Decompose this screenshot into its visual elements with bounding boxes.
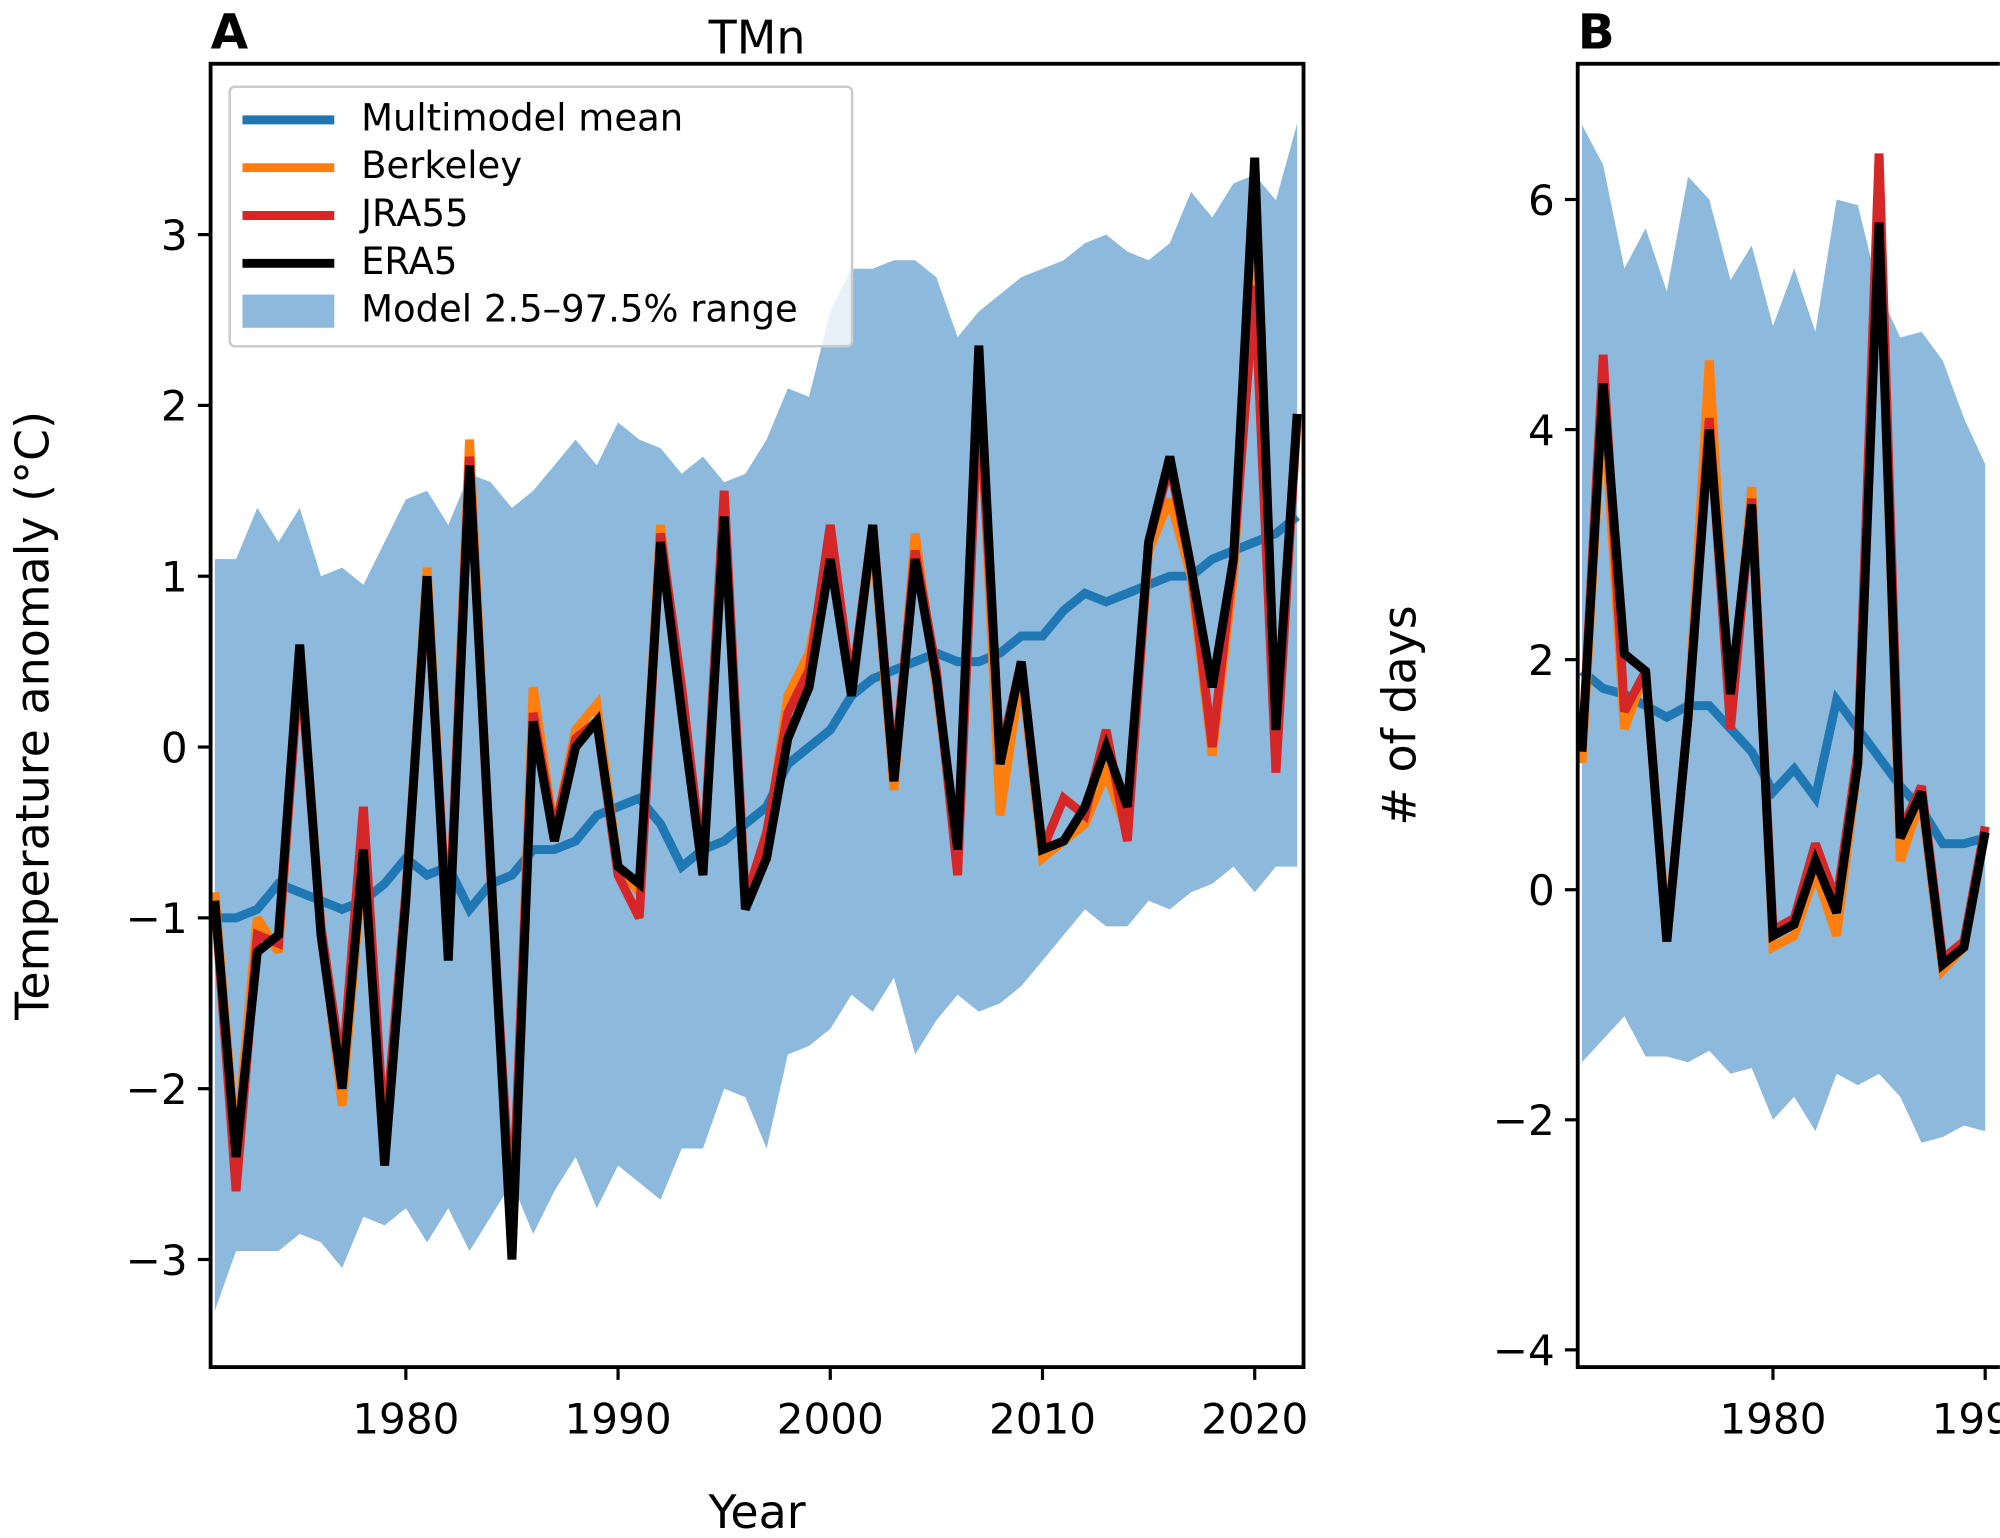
panel-label: A	[211, 4, 249, 60]
legend: Multimodel mean Berkeley JRA55 ERA5 Model 2.…	[228, 85, 854, 348]
chart-title: TMn	[708, 11, 806, 65]
y-tick-label: 0	[1528, 866, 1555, 915]
panel-a: −3 −2 −1 0 1 2 3 1980 1990 2000 2010 2020 A TMn Year Te…	[6, 4, 1309, 1538]
legend-label: ERA5	[361, 240, 457, 283]
plot-area	[210, 123, 1302, 1311]
axes-frame	[1575, 61, 2000, 1370]
legend-label: Berkeley	[361, 144, 522, 187]
x-tick-label: 1990	[565, 1394, 672, 1443]
model-range-band	[214, 123, 1298, 1311]
x-tick-label: 1980	[352, 1394, 459, 1443]
series-line	[210, 157, 1302, 1260]
legend-swatch	[242, 294, 335, 328]
plot-area	[1577, 124, 1990, 1143]
x-tick-label: 1980	[1719, 1394, 1826, 1443]
x-tick-label: 2020	[1201, 1394, 1308, 1443]
y-tick-label: 3	[161, 211, 188, 260]
y-tick-label: 2	[1528, 636, 1555, 685]
legend-label: Multimodel mean	[361, 96, 683, 139]
legend-label: Model 2.5–97.5% range	[361, 288, 798, 331]
model-range-band	[1581, 124, 1986, 1143]
y-tick-label: −1	[126, 894, 188, 943]
y-tick-label: −3	[126, 1236, 188, 1285]
axes-frame	[208, 61, 1306, 1370]
series-line	[1577, 222, 1990, 974]
y-axis-label: # of days	[1373, 605, 1427, 825]
y-tick-label: 2	[161, 382, 188, 431]
x-axis-label: Year	[707, 1485, 805, 1538]
series-line	[214, 512, 1300, 923]
y-axis-label: Temperature anomaly (°C)	[6, 411, 60, 1021]
y-tick-label: −4	[1493, 1326, 1555, 1375]
y-tick-label: 6	[1528, 176, 1555, 225]
y-tick-label: −2	[1493, 1096, 1555, 1145]
y-tick-label: 0	[161, 723, 188, 772]
panel-label: B	[1578, 4, 1615, 60]
y-tick-label: 1	[161, 553, 188, 602]
y-tick-label: 4	[1528, 406, 1555, 455]
panel-b: −4 −2 0 2 4 6 1980 1990 B # of days	[1373, 4, 2000, 1443]
legend-frame	[228, 85, 854, 348]
x-tick-label: 2010	[989, 1394, 1096, 1443]
x-tick-label: 2000	[777, 1394, 884, 1443]
x-tick-label: 1990	[1932, 1394, 2000, 1443]
y-tick-label: −2	[126, 1065, 188, 1114]
legend-label: JRA55	[359, 192, 468, 235]
